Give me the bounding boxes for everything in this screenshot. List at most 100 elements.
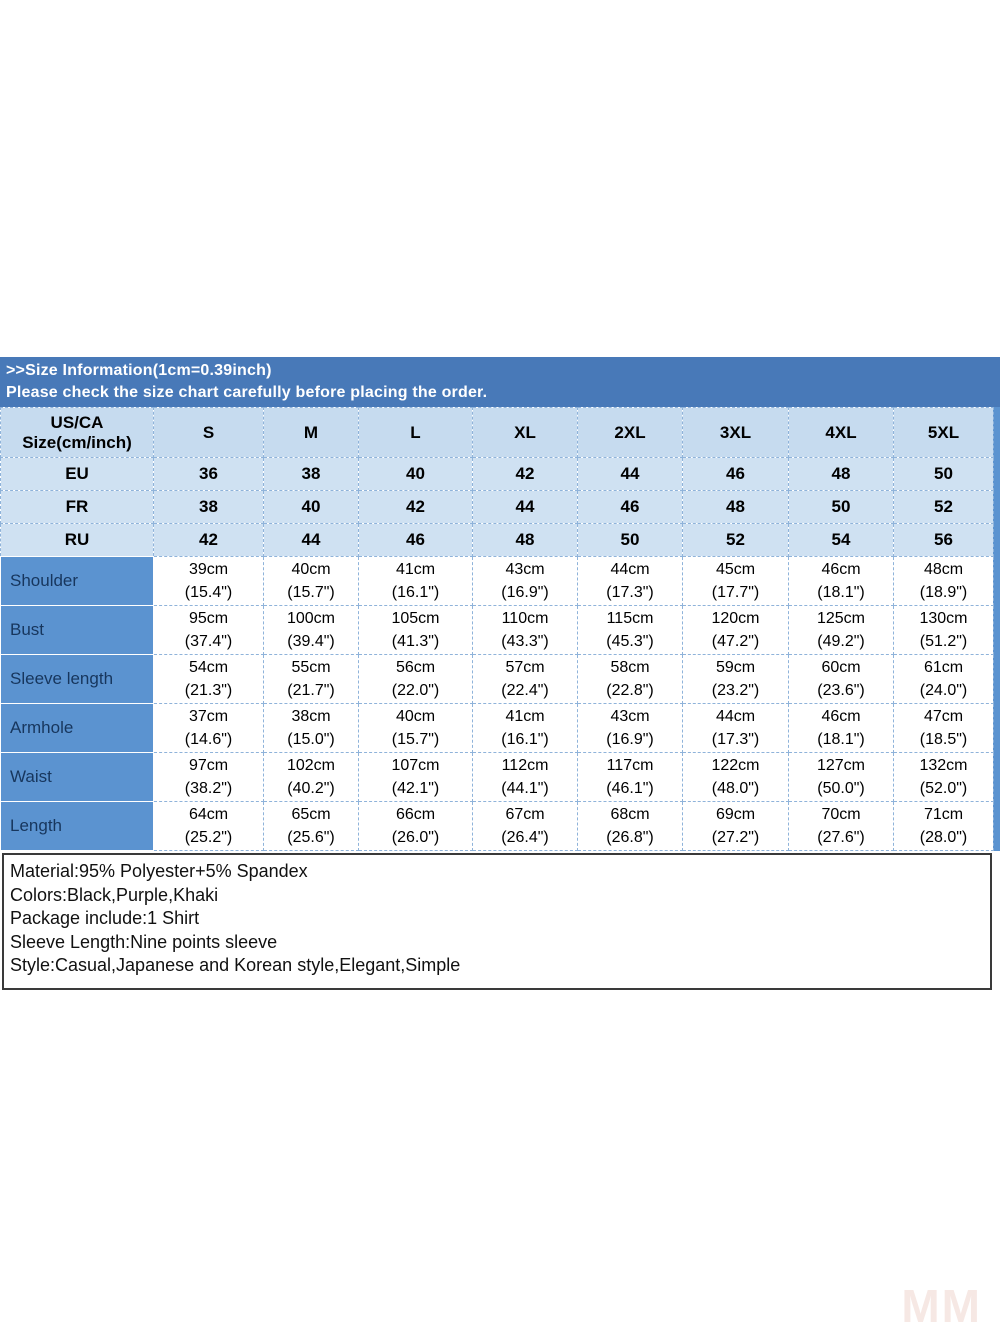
region-value-cell: 48 <box>682 490 789 524</box>
measurement-value-cell: 66cm (26.0") <box>358 801 473 851</box>
measurement-value-cell: 105cm (41.3") <box>358 605 473 655</box>
measurement-value-cell: 39cm (15.4") <box>153 556 264 606</box>
detail-line-material: Material:95% Polyester+5% Spandex <box>10 861 308 881</box>
region-row-label: RU <box>0 523 154 557</box>
measurement-value-cell: 64cm (25.2") <box>153 801 264 851</box>
measurement-value-cell: 43cm (16.9") <box>577 703 683 753</box>
measurement-row-waist: Waist 97cm (38.2") 102cm (40.2") 107cm (… <box>0 752 994 802</box>
detail-line-package: Package include:1 Shirt <box>10 908 200 928</box>
banner-line1: >>Size Information(1cm=0.39inch) <box>6 362 272 379</box>
region-value-cell: 38 <box>263 457 359 491</box>
size-header-row: US/CA Size(cm/inch) S M L XL 2XL 3XL 4XL… <box>0 407 994 458</box>
detail-line-style: Style:Casual,Japanese and Korean style,E… <box>10 955 461 975</box>
measurement-value-cell: 54cm (21.3") <box>153 654 264 704</box>
region-value-cell: 46 <box>682 457 789 491</box>
region-row-label: EU <box>0 457 154 491</box>
measurement-value-cell: 120cm (47.2") <box>682 605 789 655</box>
measurement-value-cell: 59cm (23.2") <box>682 654 789 704</box>
measurement-value-cell: 47cm (18.5") <box>893 703 994 753</box>
size-chart-content: >>Size Information(1cm=0.39inch) Please … <box>0 357 1000 990</box>
corner-label-line1: US/CA <box>50 412 104 432</box>
size-header-cell: 4XL <box>788 407 894 458</box>
region-value-cell: 52 <box>893 490 994 524</box>
region-value-cell: 48 <box>788 457 894 491</box>
measurement-row-label: Sleeve length <box>0 654 154 704</box>
region-value-cell: 40 <box>358 457 473 491</box>
measurement-value-cell: 65cm (25.6") <box>263 801 359 851</box>
measurement-row-label: Armhole <box>0 703 154 753</box>
region-value-cell: 36 <box>153 457 264 491</box>
measurement-row-label: Waist <box>0 752 154 802</box>
measurement-row-label: Shoulder <box>0 556 154 606</box>
region-value-cell: 42 <box>153 523 264 557</box>
size-info-banner: >>Size Information(1cm=0.39inch) Please … <box>0 357 1000 407</box>
measurement-row-bust: Bust 95cm (37.4") 100cm (39.4") 105cm (4… <box>0 605 994 655</box>
product-details-box: Material:95% Polyester+5% Spandex Colors… <box>2 853 992 990</box>
size-header-cell: 3XL <box>682 407 789 458</box>
region-value-cell: 46 <box>358 523 473 557</box>
region-value-cell: 50 <box>577 523 683 557</box>
region-value-cell: 42 <box>358 490 473 524</box>
size-header-cell: 5XL <box>893 407 994 458</box>
measurement-row-sleeve-length: Sleeve length 54cm (21.3") 55cm (21.7") … <box>0 654 994 704</box>
measurement-value-cell: 58cm (22.8") <box>577 654 683 704</box>
region-row-ru: RU 42 44 46 48 50 52 54 56 <box>0 523 994 557</box>
size-header-cell: L <box>358 407 473 458</box>
region-value-cell: 44 <box>577 457 683 491</box>
measurement-value-cell: 71cm (28.0") <box>893 801 994 851</box>
measurement-value-cell: 132cm (52.0") <box>893 752 994 802</box>
region-value-cell: 44 <box>263 523 359 557</box>
region-value-cell: 48 <box>472 523 578 557</box>
measurement-value-cell: 46cm (18.1") <box>788 703 894 753</box>
measurement-value-cell: 68cm (26.8") <box>577 801 683 851</box>
detail-line-colors: Colors:Black,Purple,Khaki <box>10 884 219 905</box>
corner-header-cell: US/CA Size(cm/inch) <box>0 407 154 458</box>
region-row-fr: FR 38 40 42 44 46 48 50 52 <box>0 490 994 524</box>
measurement-value-cell: 48cm (18.9") <box>893 556 994 606</box>
region-row-label: FR <box>0 490 154 524</box>
size-header-cell: 2XL <box>577 407 683 458</box>
measurement-value-cell: 56cm (22.0") <box>358 654 473 704</box>
measurement-value-cell: 69cm (27.2") <box>682 801 789 851</box>
measurement-value-cell: 110cm (43.3") <box>472 605 578 655</box>
measurement-value-cell: 95cm (37.4") <box>153 605 264 655</box>
region-value-cell: 44 <box>472 490 578 524</box>
measurement-row-armhole: Armhole 37cm (14.6") 38cm (15.0") 40cm (… <box>0 703 994 753</box>
measurement-value-cell: 127cm (50.0") <box>788 752 894 802</box>
region-row-eu: EU 36 38 40 42 44 46 48 50 <box>0 457 994 491</box>
measurement-value-cell: 117cm (46.1") <box>577 752 683 802</box>
size-header-cell: S <box>153 407 264 458</box>
mm-watermark: MM <box>901 1280 982 1332</box>
size-table: US/CA Size(cm/inch) S M L XL 2XL 3XL 4XL… <box>0 407 994 851</box>
measurement-value-cell: 38cm (15.0") <box>263 703 359 753</box>
region-value-cell: 42 <box>472 457 578 491</box>
measurement-value-cell: 37cm (14.6") <box>153 703 264 753</box>
measurement-row-label: Bust <box>0 605 154 655</box>
measurement-value-cell: 40cm (15.7") <box>358 703 473 753</box>
measurement-value-cell: 61cm (24.0") <box>893 654 994 704</box>
measurement-value-cell: 57cm (22.4") <box>472 654 578 704</box>
measurement-value-cell: 130cm (51.2") <box>893 605 994 655</box>
corner-label-line2: Size(cm/inch) <box>22 432 132 452</box>
region-value-cell: 38 <box>153 490 264 524</box>
measurement-value-cell: 55cm (21.7") <box>263 654 359 704</box>
measurement-value-cell: 115cm (45.3") <box>577 605 683 655</box>
size-header-cell: XL <box>472 407 578 458</box>
measurement-value-cell: 60cm (23.6") <box>788 654 894 704</box>
region-value-cell: 54 <box>788 523 894 557</box>
size-header-cell: M <box>263 407 359 458</box>
measurement-value-cell: 41cm (16.1") <box>358 556 473 606</box>
measurement-value-cell: 45cm (17.7") <box>682 556 789 606</box>
region-value-cell: 52 <box>682 523 789 557</box>
detail-line-sleeve: Sleeve Length:Nine points sleeve <box>10 931 278 952</box>
measurement-value-cell: 102cm (40.2") <box>263 752 359 802</box>
measurement-value-cell: 97cm (38.2") <box>153 752 264 802</box>
region-value-cell: 56 <box>893 523 994 557</box>
measurement-value-cell: 46cm (18.1") <box>788 556 894 606</box>
measurement-row-label: Length <box>0 801 154 851</box>
measurement-value-cell: 44cm (17.3") <box>577 556 683 606</box>
measurement-value-cell: 112cm (44.1") <box>472 752 578 802</box>
measurement-value-cell: 44cm (17.3") <box>682 703 789 753</box>
measurement-value-cell: 125cm (49.2") <box>788 605 894 655</box>
size-table-wrap: US/CA Size(cm/inch) S M L XL 2XL 3XL 4XL… <box>0 407 1000 851</box>
